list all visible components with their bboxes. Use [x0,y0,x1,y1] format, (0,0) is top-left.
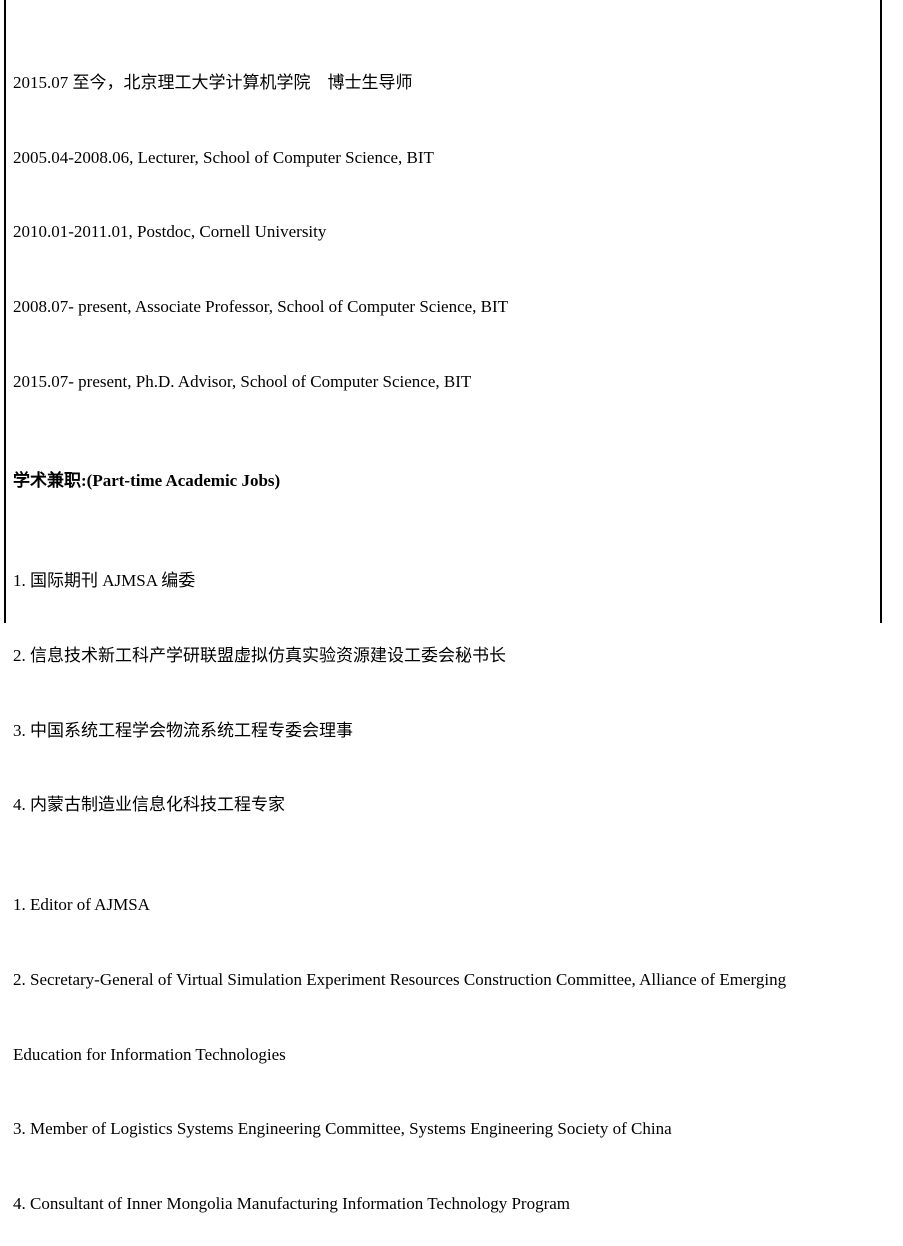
jobs-item-en-wrap: Education for Information Technologies [13,1044,286,1064]
jobs-item-en: 1. Editor of AJMSA [13,895,150,915]
jobs-item-cn: 3. 中国系统工程学会物流系统工程专委会理事 [13,720,353,740]
jobs-item-cn: 1. 国际期刊 AJMSA 编委 [13,571,196,591]
jobs-item-en: 4. Consultant of Inner Mongolia Manufact… [13,1194,571,1214]
position-line: 2015.07 至今，北京理工大学计算机学院 博士生导师 [13,72,413,92]
jobs-item-cn: 2. 信息技术新工科产学研联盟虚拟仿真实验资源建设工委会秘书长 [13,645,506,665]
document-cell: 2015.07 至今，北京理工大学计算机学院 博士生导师 2005.04-200… [4,0,882,1213]
position-line: 2010.01-2011.01, Postdoc, Cornell Univer… [13,222,327,242]
jobs-item-en: 3. Member of Logistics Systems Engineeri… [13,1119,672,1139]
position-line: 2008.07- present, Associate Professor, S… [13,297,509,317]
position-line: 2005.04-2008.06, Lecturer, School of Com… [13,147,434,167]
jobs-item-en: 2. Secretary-General of Virtual Simulati… [13,969,787,989]
jobs-item-cn: 4. 内蒙古制造业信息化科技工程专家 [13,795,285,815]
cv-text-block: 2015.07 至今，北京理工大学计算机学院 博士生导师 2005.04-200… [6,0,880,1246]
section-heading-part-time-jobs: 学术兼职:(Part-time Academic Jobs) [13,471,281,491]
position-line: 2015.07- present, Ph.D. Advisor, School … [13,371,472,391]
